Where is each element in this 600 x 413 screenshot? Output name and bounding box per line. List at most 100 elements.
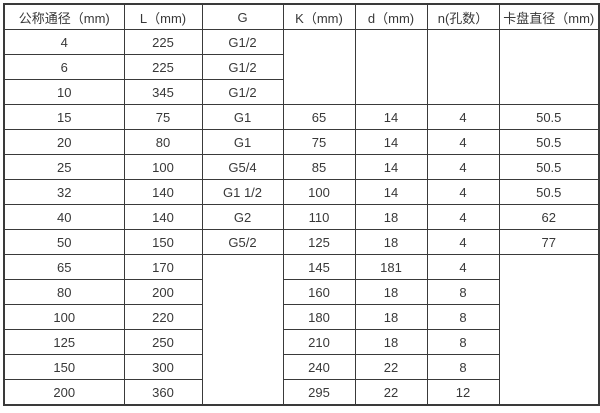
table-row: 50 150 G5/2 125 18 4 77 bbox=[3, 229, 600, 255]
cell: 200 bbox=[123, 279, 203, 305]
table-row: 80 200 160 18 8 bbox=[3, 279, 599, 305]
table-row: 150 300 240 22 8 bbox=[3, 354, 599, 380]
cell: G1/2 bbox=[201, 29, 284, 55]
cell: G1 bbox=[201, 104, 284, 130]
table-header-row: 公称通径（mm) L（mm) G K（mm) d（mm) n(孔数） 卡盘直径（… bbox=[3, 3, 600, 30]
merged-empty-cell-chuck bbox=[498, 29, 600, 105]
merged-empty-cell-k bbox=[282, 29, 356, 105]
header-k: K（mm) bbox=[282, 3, 356, 30]
cell: 170 bbox=[123, 254, 203, 280]
cell: 140 bbox=[123, 204, 203, 230]
cell: 100 bbox=[3, 304, 125, 330]
cell: 4 bbox=[426, 154, 500, 180]
header-thread-g: G bbox=[201, 3, 284, 30]
cell: 14 bbox=[354, 129, 428, 155]
cell: 75 bbox=[123, 104, 203, 130]
cell: G5/4 bbox=[201, 154, 284, 180]
cell: 62 bbox=[498, 204, 600, 230]
cell: 300 bbox=[123, 354, 203, 380]
cell: 22 bbox=[354, 379, 428, 406]
table-row: 4 225 G1/2 bbox=[3, 29, 600, 105]
cell: 50.5 bbox=[498, 179, 600, 205]
cell: 65 bbox=[282, 104, 356, 130]
cell: 65 bbox=[3, 254, 125, 280]
merged-empty-cell-n bbox=[426, 29, 500, 105]
cell: 210 bbox=[282, 329, 356, 355]
cell: 75 bbox=[282, 129, 356, 155]
cell: 181 bbox=[354, 254, 428, 280]
header-nominal-diameter: 公称通径（mm) bbox=[3, 3, 125, 30]
cell: 4 bbox=[426, 104, 500, 130]
table-row: 15 75 G1 65 14 4 50.5 bbox=[3, 104, 600, 130]
cell: 18 bbox=[354, 279, 428, 305]
cell: 125 bbox=[282, 229, 356, 255]
cell: 40 bbox=[3, 204, 125, 230]
cell: 150 bbox=[123, 229, 203, 255]
cell: 100 bbox=[123, 154, 203, 180]
cell: 22 bbox=[354, 354, 428, 380]
header-hole-count-n: n(孔数） bbox=[426, 3, 500, 30]
cell: 4 bbox=[426, 229, 500, 255]
cell: 220 bbox=[123, 304, 203, 330]
cell: 240 bbox=[282, 354, 356, 380]
cell: 4 bbox=[426, 129, 500, 155]
table-row: 65 170 145 181 4 bbox=[3, 254, 600, 406]
cell: G1 bbox=[201, 129, 284, 155]
table-row: 40 140 G2 110 18 4 62 bbox=[3, 204, 600, 230]
cell: 14 bbox=[354, 179, 428, 205]
cell: 360 bbox=[123, 379, 203, 406]
cell: 10 bbox=[3, 79, 125, 105]
cell: 12 bbox=[426, 379, 500, 406]
cell: 125 bbox=[3, 329, 125, 355]
table-row: 125 250 210 18 8 bbox=[3, 329, 599, 355]
dimension-spec-table: 公称通径（mm) L（mm) G K（mm) d（mm) n(孔数） 卡盘直径（… bbox=[3, 3, 600, 406]
cell: 200 bbox=[3, 379, 125, 406]
table-row: 25 100 G5/4 85 14 4 50.5 bbox=[3, 154, 600, 180]
cell: 8 bbox=[426, 354, 500, 380]
cell: 80 bbox=[3, 279, 125, 305]
cell: 14 bbox=[354, 104, 428, 130]
merged-empty-cell-g bbox=[201, 254, 284, 406]
cell: 225 bbox=[123, 29, 203, 55]
cell: G2 bbox=[201, 204, 284, 230]
merged-empty-cell-chuck-bottom bbox=[498, 254, 600, 406]
cell: 8 bbox=[426, 304, 500, 330]
cell: 295 bbox=[282, 379, 356, 406]
header-d: d（mm) bbox=[354, 3, 428, 30]
cell: 32 bbox=[3, 179, 125, 205]
header-chuck-diameter: 卡盘直径（mm) bbox=[498, 3, 600, 30]
cell: 4 bbox=[426, 179, 500, 205]
cell: 15 bbox=[3, 104, 125, 130]
table-row: 32 140 G1 1/2 100 14 4 50.5 bbox=[3, 179, 600, 205]
cell: 150 bbox=[3, 354, 125, 380]
cell: 6 bbox=[3, 54, 125, 80]
cell: G1/2 bbox=[201, 54, 284, 80]
cell: 4 bbox=[3, 29, 125, 55]
table-row: 200 360 295 22 12 bbox=[3, 379, 599, 406]
cell: 18 bbox=[354, 229, 428, 255]
cell: G1 1/2 bbox=[201, 179, 284, 205]
cell: 80 bbox=[123, 129, 203, 155]
cell: 160 bbox=[282, 279, 356, 305]
cell: 25 bbox=[3, 154, 125, 180]
header-length-l: L（mm) bbox=[123, 3, 203, 30]
cell: 18 bbox=[354, 329, 428, 355]
cell: 4 bbox=[426, 204, 500, 230]
cell: 18 bbox=[354, 204, 428, 230]
cell: G5/2 bbox=[201, 229, 284, 255]
cell: 180 bbox=[282, 304, 356, 330]
table-row: 20 80 G1 75 14 4 50.5 bbox=[3, 129, 600, 155]
cell: 20 bbox=[3, 129, 125, 155]
cell: 140 bbox=[123, 179, 203, 205]
cell: 85 bbox=[282, 154, 356, 180]
cell: 50.5 bbox=[498, 154, 600, 180]
table-row: 6 225 G1/2 bbox=[3, 54, 599, 80]
cell: 110 bbox=[282, 204, 356, 230]
cell: 4 bbox=[426, 254, 500, 280]
cell: 345 bbox=[123, 79, 203, 105]
cell: 50.5 bbox=[498, 104, 600, 130]
cell: 8 bbox=[426, 279, 500, 305]
cell: 50 bbox=[3, 229, 125, 255]
cell: 250 bbox=[123, 329, 203, 355]
cell: 14 bbox=[354, 154, 428, 180]
